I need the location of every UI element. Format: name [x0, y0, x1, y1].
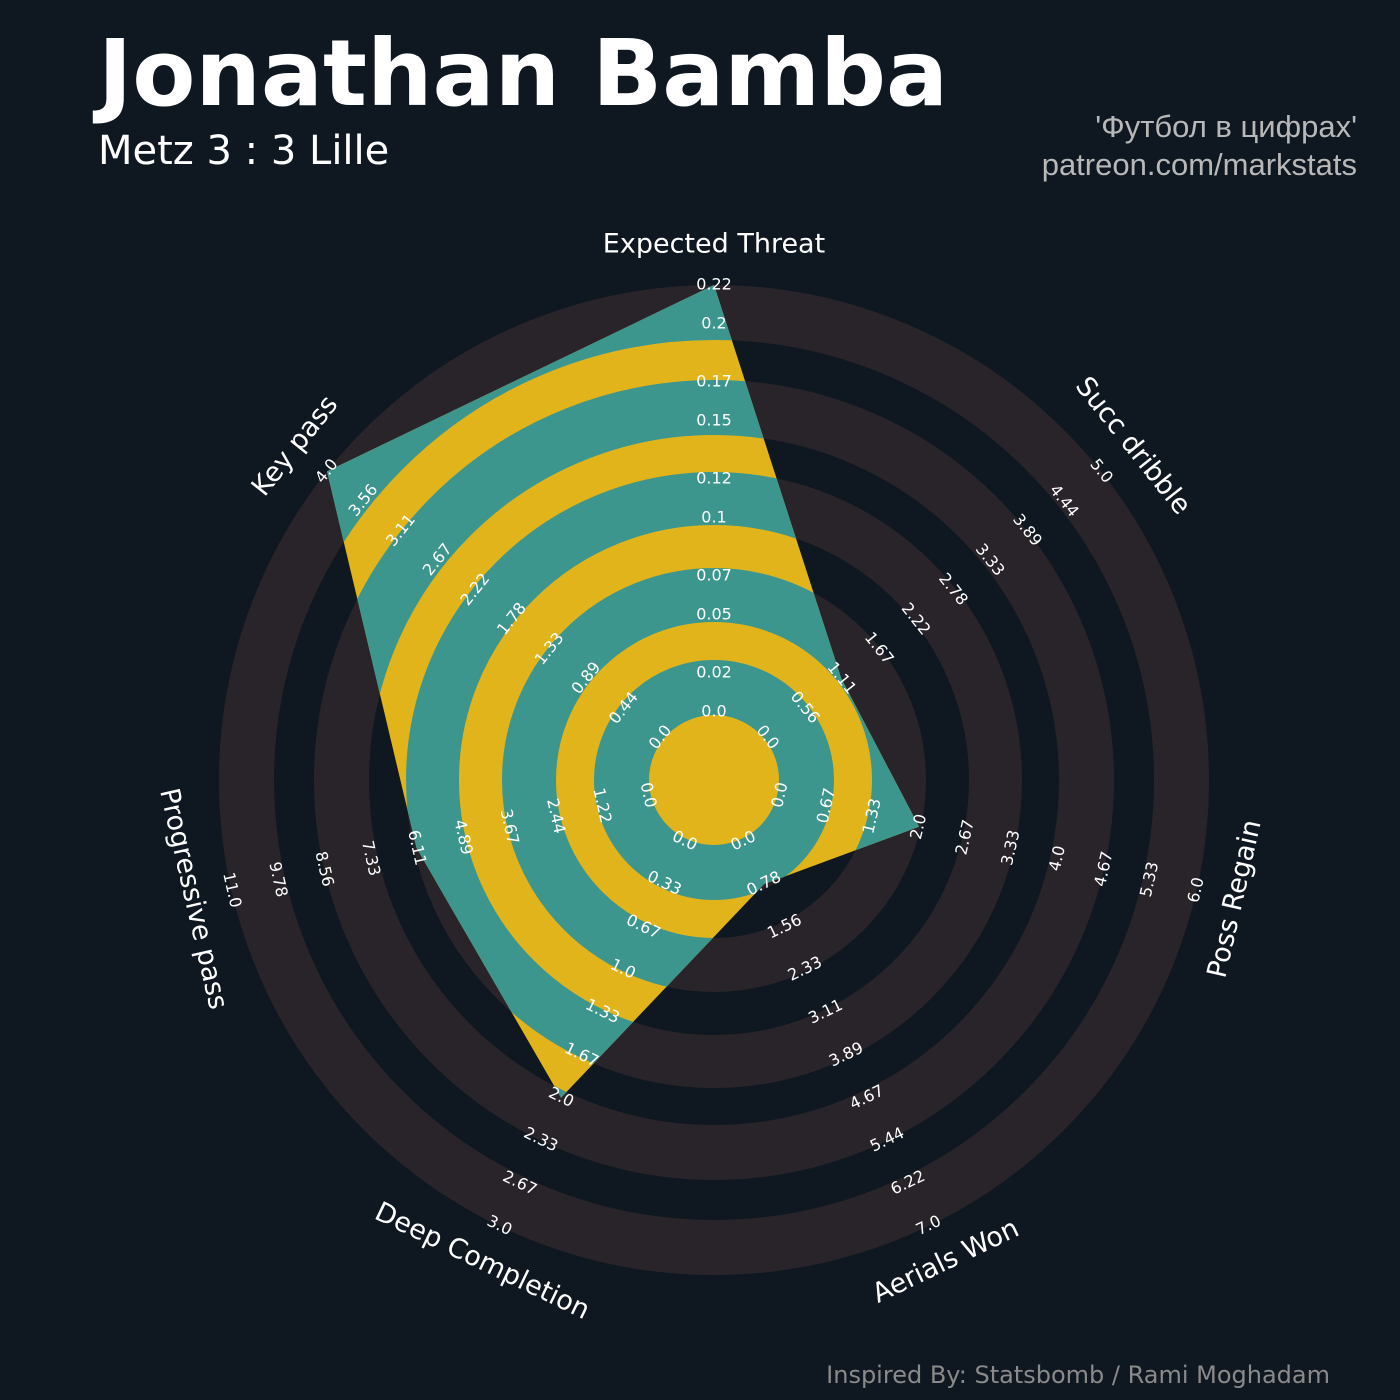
tick-label: 0.07 — [696, 566, 732, 585]
tick-label: 0.1 — [701, 507, 726, 526]
footer: Inspired By: Statsbomb / Rami Moghadam — [826, 1361, 1330, 1389]
tick-label: 0.2 — [701, 313, 726, 332]
tick-label: 0.15 — [696, 410, 732, 429]
tick-label: 0.17 — [696, 372, 732, 391]
axis-label: Expected Threat — [603, 229, 825, 260]
tick-label: 0.05 — [696, 604, 732, 623]
credit: 'Футбол в цифрах' — [1095, 109, 1357, 144]
radar-fill-band — [594, 660, 834, 900]
credit: patreon.com/markstats — [1042, 147, 1357, 182]
chart-subtitle: Metz 3 : 3 Lille — [98, 128, 389, 174]
tick-label: 0.0 — [701, 702, 726, 721]
radar-fill-band — [327, 285, 920, 1098]
tick-label: 0.22 — [696, 275, 732, 294]
tick-label: 0.02 — [696, 663, 732, 682]
tick-label: 0.12 — [696, 469, 732, 488]
chart-title: Jonathan Bamba — [92, 20, 948, 127]
